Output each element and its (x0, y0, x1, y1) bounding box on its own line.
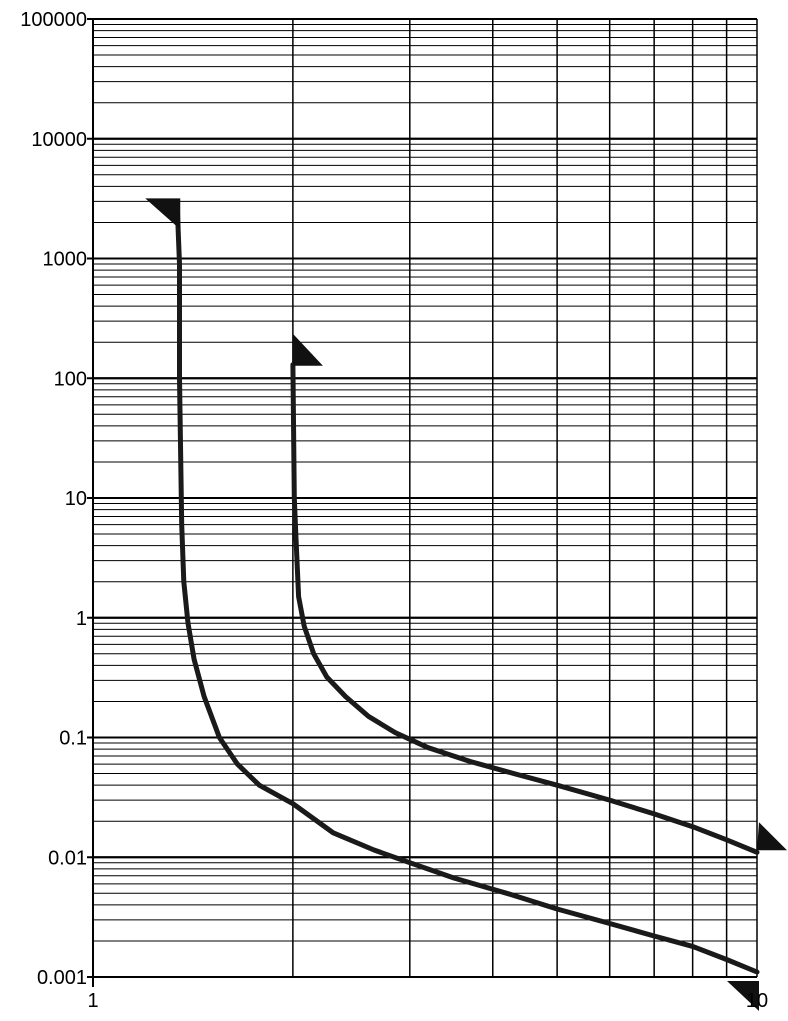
x-tick-label: 10 (746, 990, 768, 1012)
curve-series-2 (290, 362, 760, 855)
curve-series-1 (174, 208, 760, 975)
y-tick-labels: 100000 10000 1000 100 10 1 0.1 0.01 0.001 (20, 9, 87, 989)
end-markers (145, 198, 787, 1011)
curve-end-marker (757, 822, 787, 851)
y-tick-label: 0.001 (37, 967, 87, 989)
y-tick-label: 1 (76, 608, 87, 630)
x-tick-labels: 1 10 (87, 990, 768, 1012)
plot-frame (87, 18, 757, 987)
x-tick-label: 1 (87, 990, 98, 1012)
y-tick-label: 10000 (31, 129, 87, 151)
curve-end-marker (292, 333, 323, 366)
y-tick-label: 100000 (20, 9, 87, 31)
curve-end-marker (727, 981, 759, 1011)
curves (174, 208, 760, 975)
y-tick-label: 10 (65, 488, 87, 510)
y-tick-label: 0.01 (48, 847, 87, 869)
y-tick-label: 1000 (43, 249, 88, 271)
grid (92, 18, 758, 978)
curve-end-marker (145, 198, 181, 230)
y-tick-label: 100 (54, 368, 87, 390)
y-tick-label: 0.1 (59, 728, 87, 750)
